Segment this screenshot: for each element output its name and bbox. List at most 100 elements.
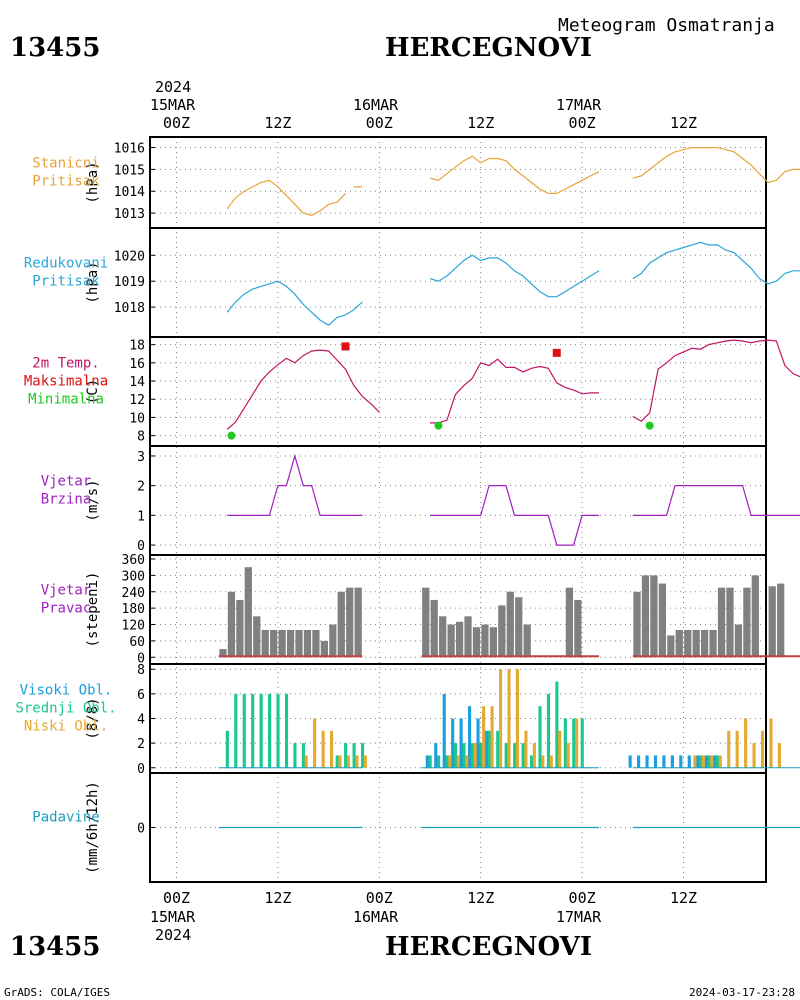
wind-dir-bar: [650, 575, 658, 658]
wind-dir-bar: [709, 629, 717, 658]
wind_speed-frame: [149, 445, 767, 556]
top-date-1: 15MAR: [150, 96, 196, 114]
wind-dir-bar: [768, 586, 776, 658]
cloud-bar-high: [468, 706, 472, 768]
cloud-bar-high: [451, 718, 455, 768]
wind-dir-bar: [295, 629, 303, 658]
pressure-frame: [149, 136, 767, 229]
cloud-bar-high: [459, 718, 463, 768]
cloud-bar-mid: [529, 755, 534, 768]
temperature-label: Maksimalna: [24, 374, 108, 390]
cloud-bar-high: [484, 730, 489, 768]
cloud-bar-low: [541, 755, 545, 768]
cloud-bar-high: [434, 743, 438, 768]
wind_speed-series-line: [632, 485, 800, 517]
pressure-series-line: [226, 179, 346, 216]
cloud-bar-mid: [462, 743, 466, 768]
cloud-bar-low: [718, 755, 722, 768]
cloud-bar-high: [687, 755, 691, 768]
pressure-series-line: [429, 155, 600, 194]
bottom-time-tick-labels: 00Z 12Z 00Z 12Z 00Z 12Z: [163, 889, 697, 907]
wind-dir-bar: [312, 629, 320, 658]
cloud-bar-mid: [352, 743, 356, 768]
cloud-bar-mid: [496, 730, 500, 768]
reduced_pressure-ytick-label: 1020: [114, 249, 145, 264]
top-tick-label: 12Z: [467, 114, 494, 132]
cloud-bar-low: [448, 755, 452, 768]
cloud-bar-high: [704, 755, 708, 768]
top-tick-label: 12Z: [670, 114, 697, 132]
wind-dir-bar: [777, 583, 785, 658]
reduced_pressure-series-line: [226, 280, 346, 326]
wind-dir-bar: [261, 629, 269, 658]
wind_speed-label: Vjetar: [41, 474, 92, 490]
wind-dir-bar: [515, 597, 523, 658]
bottom-tick-label: 12Z: [264, 889, 291, 907]
wind-dir-bar: [734, 624, 743, 658]
cloud-bar-mid: [453, 743, 458, 768]
pressure-ytick-label: 1016: [114, 142, 145, 157]
cloud-bar-low: [473, 743, 477, 768]
panels: 1013101410151016(hPa)StanicniPritisak101…: [15, 136, 800, 883]
wind-dir-bar: [236, 599, 244, 658]
temperature-series-line: [226, 349, 363, 430]
wind_speed-series-line: [430, 485, 599, 546]
bottom-tick-label: 00Z: [366, 889, 393, 907]
wind-dir-bar: [422, 587, 430, 658]
temperature-series-line: [362, 396, 380, 413]
cloud-bar-low: [777, 743, 781, 768]
footer-station-id: 13455: [10, 932, 100, 962]
precip-ylabel: (mm/6h/12h): [85, 781, 101, 874]
temperature-series-line: [632, 339, 800, 422]
top-tick-label: 00Z: [366, 114, 393, 132]
cloud-bar-mid: [563, 718, 567, 768]
cloud-bar-low: [566, 743, 570, 768]
cloud-bar-high: [713, 755, 717, 768]
wind-dir-bar: [278, 629, 286, 658]
top-tick-label: 12Z: [264, 114, 291, 132]
cloud-bar-mid: [715, 755, 720, 768]
temperature-ytick-label: 12: [129, 393, 145, 408]
wind_dir-ylabel: (stepeni): [85, 572, 101, 648]
cloud-bar-low: [575, 718, 579, 768]
cloud-bar-high: [653, 755, 658, 768]
cloud-bar-low: [752, 743, 756, 768]
wind-dir-bar: [692, 629, 700, 658]
wind-dir-bar: [455, 621, 464, 658]
wind-dir-bar: [244, 567, 252, 658]
cloud-bar-low: [735, 730, 739, 768]
cloud-bar-low: [355, 755, 359, 768]
wind_dir-label: Vjetar: [41, 583, 92, 599]
wind-dir-bar: [641, 575, 650, 658]
cloud-bar-low: [524, 730, 528, 768]
cloud-bar-low: [744, 718, 748, 768]
clouds-label: Visoki Obl.: [20, 683, 113, 699]
wind-dir-bar: [346, 587, 354, 658]
station-name: HERCEGNOVI: [385, 33, 592, 63]
reduced_pressure-label: Pritisak: [32, 274, 100, 290]
tmax-marker: [341, 342, 350, 351]
reduced_pressure-series-line: [345, 301, 363, 316]
cloud-bar-low: [507, 669, 511, 768]
cloud-bar-low: [769, 718, 773, 768]
cloud-bar-high: [696, 755, 700, 768]
wind-dir-bar: [329, 624, 337, 658]
cloud-bar-low: [346, 755, 351, 768]
cloud-bar-mid: [546, 693, 551, 768]
wind-dir-bar: [726, 587, 734, 658]
pressure-series-line: [632, 147, 800, 184]
wind_dir-ytick-label: 240: [122, 586, 145, 601]
cloud-bar-low: [490, 706, 494, 768]
cloud-bar-mid: [428, 755, 432, 768]
tmin-marker: [645, 421, 654, 430]
wind-dir-bar: [717, 587, 726, 658]
tmin-marker: [227, 431, 236, 440]
cloud-bar-high: [645, 755, 649, 768]
cloud-bar-low: [515, 669, 520, 768]
wind-dir-bar: [472, 627, 481, 658]
top-date-3: 17MAR: [556, 96, 602, 114]
cloud-bar-low: [760, 730, 765, 768]
wind-dir-bar: [320, 640, 328, 658]
bottom-date-2: 16MAR: [353, 908, 399, 926]
cloud-bar-mid: [504, 743, 508, 768]
